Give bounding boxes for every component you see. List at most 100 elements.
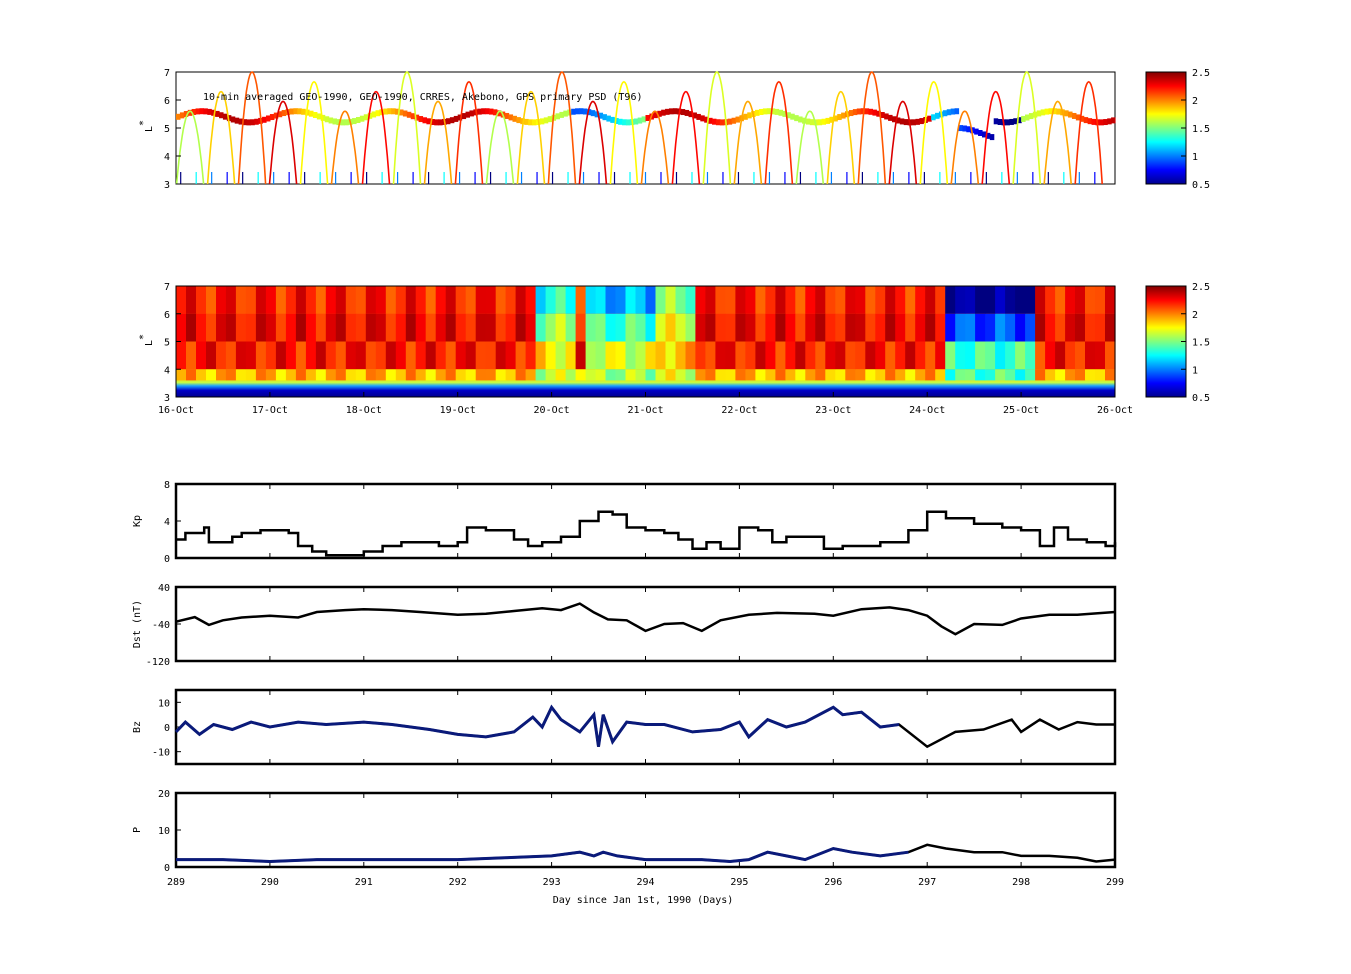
heatmap-cell bbox=[375, 286, 387, 314]
x-axis-label: Day since Jan 1st, 1990 (Days) bbox=[553, 895, 734, 906]
track-sample bbox=[293, 108, 298, 115]
heatmap-cell bbox=[865, 313, 876, 342]
heatmap-cell bbox=[905, 313, 916, 342]
heatmap-cell bbox=[186, 313, 197, 342]
track-sample bbox=[219, 112, 224, 119]
track-sample bbox=[712, 118, 717, 125]
heatmap-cell bbox=[525, 313, 537, 342]
track-sample bbox=[735, 116, 740, 123]
heatmap-cell bbox=[325, 313, 337, 342]
heatmap-cell bbox=[875, 313, 886, 342]
heatmap-cell bbox=[895, 286, 906, 314]
track-sample bbox=[766, 108, 772, 115]
track-sample bbox=[524, 118, 529, 125]
x-tick-label: 290 bbox=[261, 877, 279, 888]
track-sample bbox=[1052, 108, 1057, 115]
heatmap-cell bbox=[385, 369, 397, 381]
heatmap-cell bbox=[785, 341, 796, 370]
heatmap-cell bbox=[295, 286, 307, 314]
track-sample bbox=[884, 113, 889, 120]
heatmap-cell bbox=[1065, 369, 1076, 381]
track-sample bbox=[1017, 117, 1022, 124]
heatmap-cell bbox=[855, 369, 866, 381]
track-sample bbox=[355, 116, 361, 123]
y-tick-label: -40 bbox=[152, 620, 170, 631]
pressure-plot-area bbox=[174, 791, 1117, 869]
heatmap-cell bbox=[725, 313, 736, 342]
psd-heatmap-colorbar-ticks: 0.5 1 1.5 2 2.5 bbox=[1181, 282, 1210, 404]
heatmap-cell bbox=[255, 341, 267, 370]
heatmap-cell bbox=[545, 369, 557, 381]
heatmap-cell bbox=[405, 369, 417, 381]
track-sample bbox=[833, 115, 838, 122]
track-sample bbox=[778, 109, 784, 116]
track-sample bbox=[618, 118, 623, 125]
track-sample bbox=[755, 109, 760, 116]
pressure-panel: 0 10 20 P 289 290 291 292 293 294 295 296 297 298 299 bbox=[132, 789, 1124, 888]
heatmap-cell bbox=[725, 341, 736, 370]
heatmap-cell bbox=[365, 313, 377, 342]
y-tick-label: 3 bbox=[164, 180, 170, 191]
track-sample bbox=[422, 117, 427, 124]
heatmap-cell bbox=[575, 341, 587, 370]
heatmap-cell bbox=[265, 313, 277, 342]
heatmap-cell bbox=[295, 313, 307, 342]
heatmap-cell bbox=[745, 369, 756, 381]
psd-heatmap-ylabel-sup: * bbox=[138, 334, 149, 340]
heatmap-cell bbox=[525, 286, 537, 314]
heatmap-cell bbox=[1035, 341, 1046, 370]
track-sample bbox=[1021, 115, 1026, 122]
track-sample bbox=[391, 108, 396, 115]
psd-heatmap-x-ticks: 16-Oct 17-Oct 18-Oct 19-Oct 20-Oct 21-Oct 22-O… bbox=[158, 392, 1133, 416]
track-sample bbox=[931, 114, 936, 121]
track-sample bbox=[222, 113, 228, 120]
heatmap-cell bbox=[465, 341, 477, 370]
heatmap-cell bbox=[985, 313, 996, 342]
heatmap-cell bbox=[425, 286, 437, 314]
heatmap-cell bbox=[1045, 369, 1056, 381]
heatmap-cell bbox=[475, 286, 487, 314]
heatmap-cell bbox=[1025, 369, 1036, 381]
psd-track-traces bbox=[175, 71, 1116, 185]
heatmap-cell bbox=[545, 313, 557, 342]
y-tick-label: 20 bbox=[158, 789, 170, 800]
heatmap-cell bbox=[895, 313, 906, 342]
track-sample bbox=[743, 113, 748, 120]
heatmap-cell bbox=[425, 313, 437, 342]
heatmap-cell bbox=[595, 286, 607, 314]
heatmap-cell bbox=[1055, 313, 1066, 342]
heatmap-cell bbox=[555, 369, 567, 381]
y-tick-label: 8 bbox=[164, 480, 170, 491]
track-sample bbox=[696, 113, 701, 120]
heatmap-cell bbox=[885, 313, 896, 342]
kp-series-line bbox=[176, 510, 1117, 557]
psd-track-colorbar-ticks: 0.5 1 1.5 2 2.5 bbox=[1181, 68, 1210, 191]
heatmap-cell bbox=[845, 369, 856, 381]
heatmap-cell bbox=[1085, 341, 1096, 370]
heatmap-cell bbox=[675, 313, 687, 342]
track-sample bbox=[598, 112, 604, 119]
heatmap-cell bbox=[235, 313, 247, 342]
track-sample bbox=[997, 119, 1003, 126]
psd-track-colorbar bbox=[1145, 71, 1187, 185]
heatmap-cell bbox=[995, 341, 1006, 370]
bz-ylabel: Bz bbox=[132, 721, 143, 733]
heatmap-cell bbox=[665, 313, 677, 342]
track-sample bbox=[179, 112, 185, 119]
track-sample bbox=[344, 119, 349, 126]
heatmap-cell bbox=[186, 369, 197, 381]
heatmap-cell bbox=[915, 286, 926, 314]
heatmap-cell bbox=[565, 341, 577, 370]
heatmap-cell bbox=[435, 341, 447, 370]
heatmap-cell bbox=[865, 341, 876, 370]
y-tick-label: 5 bbox=[164, 124, 170, 135]
track-sample bbox=[919, 118, 924, 125]
heatmap-cell bbox=[1095, 369, 1106, 381]
heatmap-cell bbox=[1015, 313, 1026, 342]
dst-panel: -120 -40 40 Dst (nT) bbox=[132, 583, 1117, 668]
heatmap-cell bbox=[1105, 369, 1116, 381]
heatmap-cell bbox=[1015, 341, 1026, 370]
heatmap-cell bbox=[1055, 369, 1066, 381]
heatmap-cell bbox=[625, 369, 637, 381]
dst-series-line bbox=[175, 602, 1116, 636]
